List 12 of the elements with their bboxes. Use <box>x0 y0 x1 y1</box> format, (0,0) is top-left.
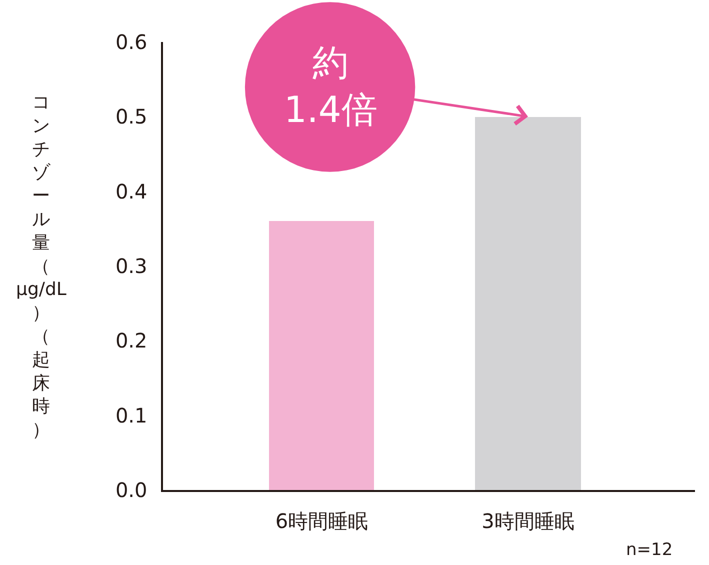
annotation: 約 1.4倍 <box>284 43 378 131</box>
x-tick-label: 3時間睡眠 <box>482 508 574 533</box>
y-tick-label: 0.0 <box>115 478 148 502</box>
y-tick-label: 0.2 <box>115 328 148 353</box>
y-tick-label: 0.6 <box>115 30 148 54</box>
y-tick-label: 0.5 <box>115 104 148 129</box>
y-tick-label: 0.1 <box>115 403 148 428</box>
x-tick-label: 6時間睡眠 <box>275 508 368 533</box>
y-tick-label: 0.3 <box>115 254 148 278</box>
text: コンチゾール量（μg/dL）（起床時） <box>16 92 66 441</box>
y-tick-label: 0.4 <box>115 179 148 204</box>
text: n=12 <box>626 540 673 560</box>
